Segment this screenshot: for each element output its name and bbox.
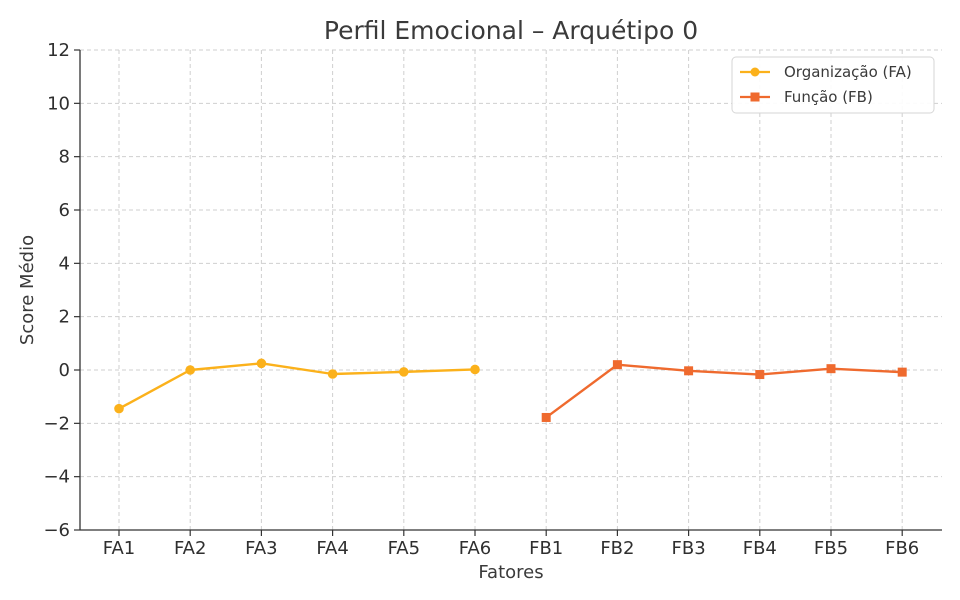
data-point: [826, 364, 836, 374]
x-tick-label: FB5: [814, 538, 848, 559]
series-0: [114, 358, 480, 414]
x-tick-label: FA6: [459, 538, 491, 559]
data-point: [470, 364, 480, 375]
legend-marker-funcao: [750, 92, 760, 102]
y-tick-label: −6: [43, 520, 70, 541]
legend-label-funcao: Função (FB): [784, 88, 873, 106]
series-line: [118, 362, 476, 410]
data-point: [755, 370, 765, 380]
x-axis-label: Fatores: [478, 562, 543, 583]
y-ticks: −6 −4 −2 0 2 4 6 8 10 12: [43, 40, 80, 541]
x-tick-label: FB4: [743, 538, 777, 559]
legend-label-organizacao: Organização (FA): [784, 63, 912, 81]
data-point: [114, 403, 124, 414]
legend-item-organizacao: Organização (FA): [740, 63, 912, 81]
x-tick-label: FB1: [529, 538, 563, 559]
data-point: [684, 366, 694, 376]
data-point: [897, 367, 907, 377]
x-tick-label: FA2: [174, 538, 206, 559]
data-point: [399, 367, 409, 377]
chart-title: Perfil Emocional – Arquétipo 0: [324, 16, 698, 45]
y-tick-label: 12: [47, 40, 70, 61]
data-point: [256, 358, 267, 369]
x-tick-label: FB6: [885, 538, 919, 559]
y-axis-label: Score Médio: [17, 235, 38, 345]
legend-item-funcao: Função (FB): [740, 88, 873, 106]
x-ticks: FA1 FA2 FA3 FA4 FA5 FA6 FB1 FB2 FB3 FB4 FB5 FB6: [103, 530, 919, 559]
y-tick-label: 8: [59, 147, 70, 168]
y-tick-label: 6: [59, 200, 70, 221]
legend-box: [731, 56, 935, 114]
axes: [79, 50, 942, 531]
y-tick-label: 10: [47, 93, 70, 114]
series-line: [545, 363, 903, 419]
x-tick-label: FB3: [672, 538, 706, 559]
y-tick-label: 0: [59, 360, 70, 381]
data-point: [612, 360, 622, 370]
x-tick-label: FB2: [600, 538, 634, 559]
series: [114, 358, 907, 422]
data-point: [541, 412, 551, 422]
data-point: [185, 365, 195, 375]
grid-lines: [80, 49, 942, 531]
y-tick-label: 4: [59, 253, 70, 274]
x-tick-label: FA5: [388, 538, 420, 559]
y-tick-label: −4: [43, 467, 70, 488]
legend-marker-organizacao: [750, 67, 760, 77]
legend: Organização (FA) Função (FB): [731, 56, 935, 114]
x-tick-label: FA1: [103, 538, 135, 559]
y-tick-label: −2: [43, 413, 70, 434]
y-tick-label: 2: [59, 307, 70, 328]
data-point: [327, 369, 338, 379]
x-tick-label: FA3: [245, 538, 277, 559]
x-tick-label: FA4: [316, 538, 348, 559]
series-1: [541, 360, 907, 422]
